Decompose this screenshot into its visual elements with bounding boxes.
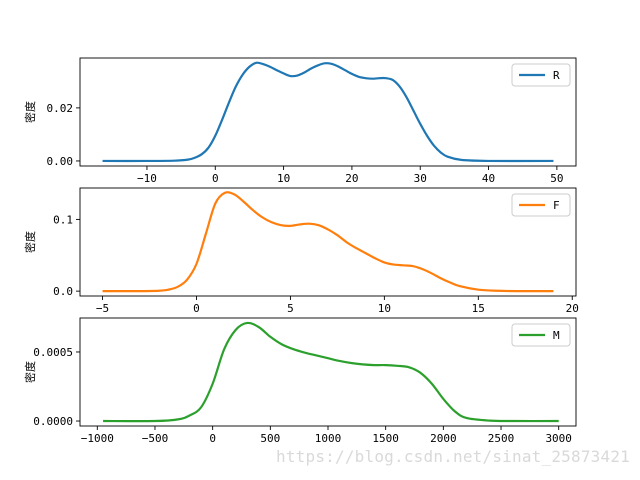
axes-frame	[79, 317, 577, 427]
y-tick-label: 0.1	[53, 213, 73, 226]
y-tick-label: 0.00	[47, 155, 74, 168]
x-tick-label: 3000	[545, 432, 572, 445]
series-line-f	[102, 191, 554, 293]
y-axis-label: 密度	[23, 361, 37, 383]
axes-frame	[79, 187, 577, 297]
x-tick-label: 20	[566, 302, 579, 315]
legend-label: M	[553, 329, 560, 342]
y-tick-label: 0.0	[53, 285, 73, 298]
x-tick-label: −5	[96, 302, 109, 315]
x-tick-label: 1500	[372, 432, 399, 445]
x-tick-label: 0	[212, 172, 219, 185]
x-tick-label: 20	[345, 172, 358, 185]
x-tick-label: 2500	[488, 432, 515, 445]
x-tick-label: −1000	[81, 432, 114, 445]
x-tick-label: 10	[277, 172, 290, 185]
x-tick-label: 40	[482, 172, 495, 185]
subplot-3: −1000 −500 0 500 1000 1500 2000 2500 3000 0.0000 0…	[23, 317, 577, 445]
x-tick-label: 5	[287, 302, 294, 315]
axes-frame	[79, 57, 577, 167]
x-tick-label: 50	[550, 172, 563, 185]
x-tick-label: 10	[378, 302, 391, 315]
legend-label: R	[553, 69, 560, 82]
x-tick-label: 2000	[430, 432, 457, 445]
x-tick-label: 500	[260, 432, 280, 445]
x-tick-label: 15	[472, 302, 485, 315]
legend-label: F	[553, 199, 560, 212]
x-tick-label: 0	[209, 432, 216, 445]
x-tick-label: 1000	[315, 432, 342, 445]
series-line-r	[102, 61, 554, 163]
subplot-1: −10 0 10 20 30 40 50 0.00 0.02 密度 R	[23, 57, 577, 185]
series-line-m	[103, 321, 559, 423]
x-tick-label: −10	[137, 172, 157, 185]
y-axis-label: 密度	[23, 231, 37, 253]
subplot-2: −5 0 5 10 15 20 0.0 0.1 密度 F	[23, 187, 579, 315]
x-tick-label: 30	[414, 172, 427, 185]
y-axis-label: 密度	[23, 101, 37, 123]
y-tick-label: 0.02	[47, 102, 74, 115]
y-tick-label: 0.0000	[33, 415, 73, 428]
x-tick-label: 0	[193, 302, 200, 315]
x-tick-label: −500	[142, 432, 169, 445]
y-tick-label: 0.0005	[33, 346, 73, 359]
